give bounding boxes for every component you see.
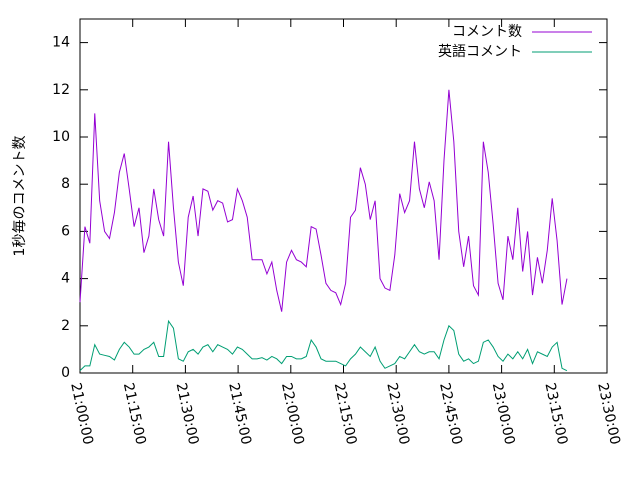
y-tick-label: 10 [52,129,70,145]
y-tick-label: 12 [52,82,70,98]
x-tick-label: 21:30:00 [173,381,202,446]
legend-label: コメント数 [452,24,522,40]
data-line [79,89,568,312]
y-axis-label: 1秒毎のコメント数 [12,136,28,257]
y-tick-label: 6 [61,223,70,239]
y-tick-label: 2 [61,318,70,334]
plot-frame [79,18,608,374]
x-tick-label: 21:45:00 [225,381,254,446]
x-tick-label: 21:00:00 [67,381,96,446]
x-tick-label: 23:15:00 [541,381,570,446]
x-tick-label: 21:15:00 [120,381,149,446]
x-tick-label: 23:30:00 [594,381,623,446]
y-tick-label: 8 [61,176,70,192]
y-tick-label: 0 [61,365,70,381]
data-line [79,319,568,372]
x-tick-label: 23:00:00 [489,381,518,446]
y-tick-label: 4 [61,271,70,287]
x-tick-label: 22:30:00 [383,381,412,446]
x-tick-label: 22:15:00 [331,381,360,446]
legend-label: 英語コメント [438,43,522,60]
y-tick-label: 14 [52,35,70,51]
x-tick-label: 22:45:00 [436,381,465,446]
x-tick-label: 22:00:00 [278,381,307,446]
